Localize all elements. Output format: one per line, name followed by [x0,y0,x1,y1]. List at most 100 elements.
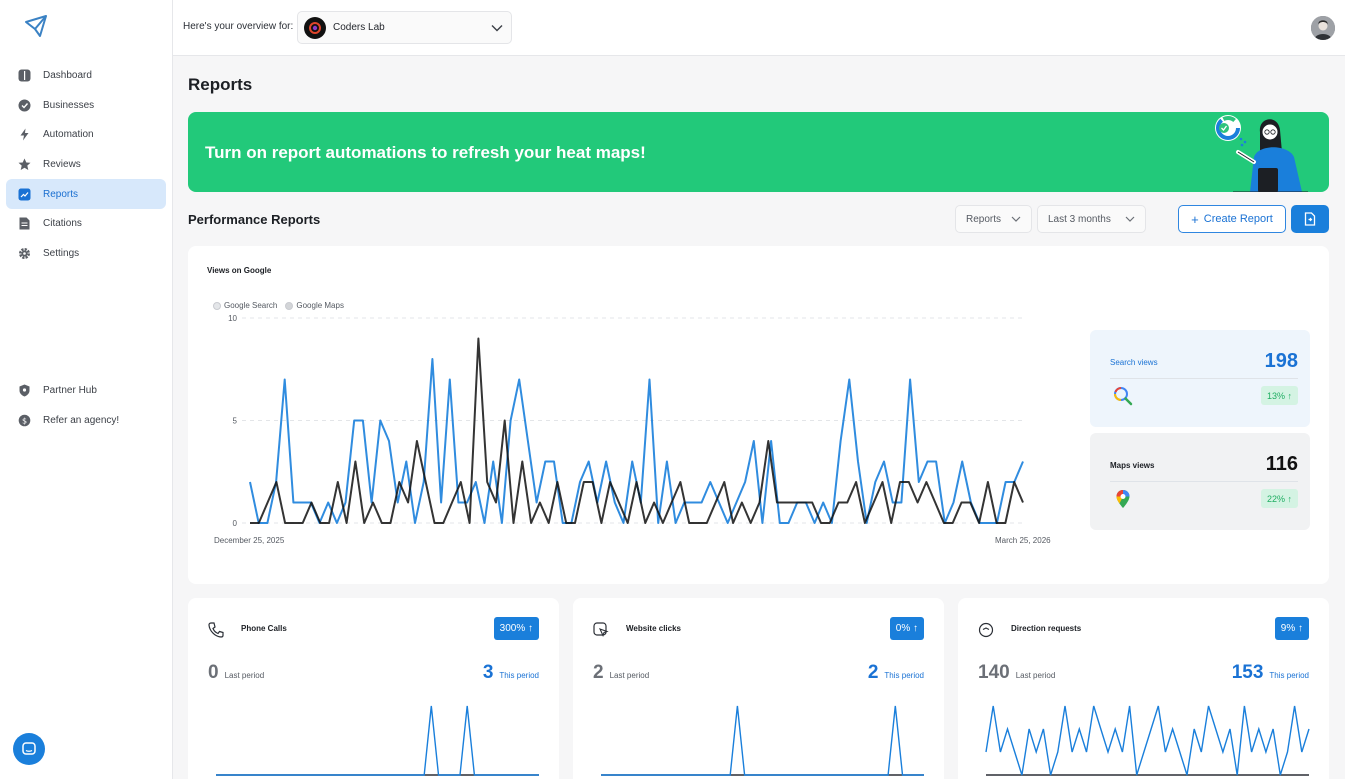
banner-illustration-icon [1215,115,1308,192]
organization-name: Coders Lab [333,22,385,33]
create-report-button[interactable]: + Create Report [1178,205,1286,233]
sidebar-item-reports[interactable]: Reports [6,179,166,209]
sidebar-item-partner-hub[interactable]: Partner Hub [6,376,166,406]
export-report-button[interactable] [1291,205,1329,233]
chat-icon [22,742,36,755]
last-period-stat: 0 Last period [208,662,264,684]
document-icon [17,217,31,231]
last-period-value: 0 [208,662,219,683]
x-axis-end-label: March 25, 2026 [995,536,1051,545]
y-tick-label: 10 [228,314,237,323]
this-period-label: This period [499,671,539,680]
sidebar-item-reviews[interactable]: Reviews [6,150,166,180]
chart-icon [17,187,31,201]
last-period-label: Last period [224,671,265,680]
this-period-stat: 153 This period [1232,662,1309,684]
this-period-label: This period [884,671,924,680]
sidebar-item-citations[interactable]: Citations [6,209,166,239]
chat-support-button[interactable] [13,733,45,765]
date-range-select[interactable]: Last 3 months [1037,205,1146,233]
app-logo-icon[interactable] [22,12,52,42]
dollar-gear-icon: $ [17,413,31,427]
change-badge: 300% ↑ [493,617,539,640]
views-line-chart[interactable]: 0 5 10 [188,246,1058,546]
page-title: Reports [188,75,253,94]
sidebar-item-businesses[interactable]: Businesses [6,91,166,121]
this-period-stat: 3 This period [483,662,539,684]
website-click-icon [592,621,610,639]
series-line-google-search[interactable] [249,358,1024,524]
divider [1110,481,1298,482]
sidebar-item-label: Settings [43,247,80,259]
file-export-icon [1304,212,1316,226]
sidebar-item-label: Automation [43,129,94,141]
sidebar: Dashboard Businesses Automation Reviews … [0,0,173,779]
sidebar-item-label: Businesses [43,99,95,111]
shield-icon [17,384,31,398]
user-avatar[interactable] [1311,16,1335,40]
last-period-stat: 2 Last period [593,662,649,684]
sidebar-item-automation[interactable]: Automation [6,120,166,150]
y-tick-label: 5 [233,417,238,426]
maps-views-label: Maps views [1110,461,1155,470]
views-on-google-card: Views on Google Google Search Google Map… [188,246,1329,584]
this-period-label: This period [1269,671,1309,680]
direction-requests-card: Direction requests 9% ↑ 140 Last period … [958,598,1329,779]
sidebar-item-dashboard[interactable]: Dashboard [6,61,166,91]
last-period-stat: 140 Last period [978,662,1055,684]
phone-calls-sparkline [216,705,539,776]
chevron-down-icon [1125,215,1135,226]
automation-banner[interactable]: Turn on report automations to refresh yo… [188,112,1329,192]
legend-swatch [213,301,221,310]
change-badge: 9% ↑ [1274,617,1309,640]
sparkline-series [216,705,539,776]
this-period-value: 153 [1231,662,1264,683]
phone-icon [207,621,225,639]
maps-views-change-badge: 22% ↑ [1260,489,1298,508]
organization-select[interactable]: Coders Lab [297,11,512,44]
this-period-value: 2 [867,662,879,683]
sidebar-bottom-nav: Partner Hub $ Refer an agency! [6,376,166,435]
legend-item-google-search[interactable]: Google Search [213,301,277,310]
sidebar-item-label: Reports [43,188,79,200]
chart-title: Views on Google [207,266,272,275]
chevron-down-icon [491,19,503,37]
x-axis-start-label: December 25, 2025 [214,536,285,545]
card-title: Phone Calls [241,624,287,633]
sidebar-item-label: Partner Hub [43,385,97,397]
sidebar-item-refer-agency[interactable]: $ Refer an agency! [6,406,166,436]
this-period-value: 3 [482,662,494,683]
legend-label: Google Maps [296,301,344,310]
star-icon [17,158,31,172]
last-period-label: Last period [1015,671,1056,680]
sparkline-series [601,705,924,776]
overview-label: Here's your overview for: [183,21,294,32]
phone-calls-card: Phone Calls 300% ↑ 0 Last period 3 This … [188,598,559,779]
legend-item-google-maps[interactable]: Google Maps [285,301,344,310]
create-report-label: Create Report [1203,213,1273,225]
search-views-value: 198 [1264,350,1298,372]
legend-label: Google Search [224,301,278,310]
report-type-select[interactable]: Reports [955,205,1032,233]
maps-views-stat: Maps views 116 22% ↑ [1090,433,1310,530]
plus-icon: + [1191,211,1199,227]
direction-requests-sparkline [985,705,1310,776]
card-title: Direction requests [1011,624,1082,633]
direction-icon [977,621,995,639]
lightning-icon [17,128,31,142]
section-title: Performance Reports [188,212,321,227]
google-maps-pin-icon [1112,488,1134,510]
legend-swatch [285,301,294,310]
chevron-down-icon [1011,215,1021,226]
sidebar-item-settings[interactable]: Settings [6,239,166,269]
chart-legend: Google Search Google Maps [213,301,344,310]
sidebar-item-label: Reviews [43,159,81,171]
search-views-stat: Search views 198 13% ↑ [1090,330,1310,427]
svg-text:$: $ [21,416,26,425]
last-period-label: Last period [609,671,650,680]
series-line-google-maps[interactable] [250,337,1024,524]
last-period-value: 2 [593,662,604,683]
date-range-value: Last 3 months [1048,213,1111,225]
search-views-label: Search views [1110,358,1158,367]
sidebar-item-label: Dashboard [43,70,92,82]
